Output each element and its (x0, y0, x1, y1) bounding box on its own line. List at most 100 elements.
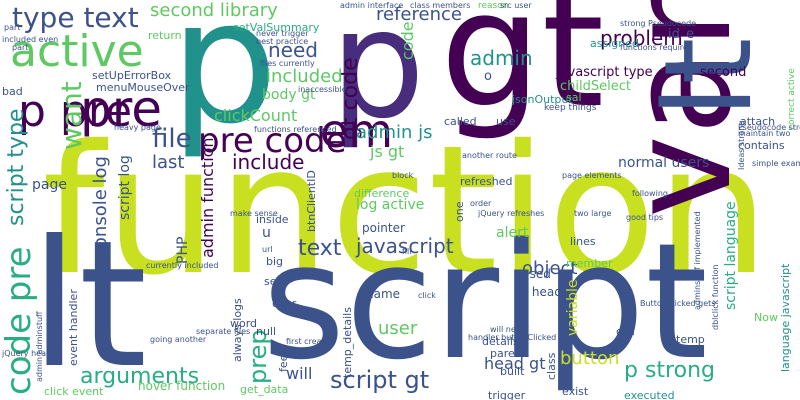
word-code-pre: code pre (0, 246, 39, 395)
word-parent: parent (490, 347, 527, 360)
word-class-members: class members (410, 1, 471, 10)
word-simple-example: simple example (752, 159, 800, 168)
word-strong-pseudocode: strong Pseudocode (620, 19, 697, 28)
word-set: set (264, 275, 281, 288)
word-heavy-page: heavy page (114, 123, 161, 132)
word-will-never: will never (490, 325, 529, 334)
word-p-strong: p strong (624, 358, 715, 383)
word-exist: exist (562, 385, 589, 398)
word-bad: bad (2, 85, 23, 98)
word-separate-files: separate files (196, 327, 251, 336)
word-javascript: javascript (356, 234, 454, 258)
word-script: script (262, 208, 708, 395)
word-arguments: arguments (80, 364, 200, 389)
word-part-2: part (12, 43, 29, 52)
word-click: click (418, 291, 436, 300)
word-php: PHP (175, 236, 191, 264)
word-another-route: another route (462, 151, 517, 160)
word-pointer: pointer (362, 221, 405, 235)
word-problem: problem (600, 26, 683, 50)
word-javascript-type: javascript type (556, 65, 653, 80)
word-get-data: get_data (240, 383, 289, 396)
word-reference: reference (376, 4, 462, 25)
word-jquery-heavy: jQuery heavy (2, 349, 56, 358)
word-included-even: included even (2, 35, 59, 44)
word-script-language: script language (723, 201, 739, 310)
word-going-another: going another (150, 335, 207, 344)
word-need: need (268, 38, 318, 62)
word-refreshed: refreshed (460, 175, 513, 188)
word-lt-head: lt head (520, 285, 562, 299)
word-admin-js: admin js (356, 122, 433, 143)
word-word: word (230, 317, 258, 330)
word-script-log: script log (117, 155, 133, 220)
word-script-gt: script gt (330, 366, 430, 394)
word-adminstuff-implemented: adminstuff implemented (693, 211, 702, 310)
word-buttonclicked-gets: ButtonClicked gets (640, 299, 716, 308)
word-want: want (55, 81, 88, 150)
word-inside: inside (256, 213, 289, 226)
word-click-event: click event (44, 385, 104, 398)
word-p-second: p (330, 0, 426, 152)
word-used: used (522, 267, 551, 281)
word-now: Now (754, 311, 778, 324)
word-lt: lt (30, 204, 148, 400)
word-p-large: p (170, 0, 278, 162)
word-type-text: type text (12, 1, 139, 34)
word-o: o (484, 69, 492, 84)
word-console-log: console log (90, 156, 111, 258)
word-alert: alert (496, 225, 529, 241)
word-assigned: assigned (590, 37, 639, 50)
word-id: id (668, 27, 680, 42)
word-contains: contains (738, 139, 785, 152)
word-gt: gt (440, 0, 605, 143)
word-difference: difference (354, 187, 410, 200)
word-page-elements: page elements (562, 171, 622, 180)
word-normal-users: normal users (618, 155, 710, 171)
word-reason: reason (478, 1, 509, 11)
word-files-currently: files currently (260, 59, 315, 68)
word-jquery-refreshes: jQuery refreshes (478, 209, 545, 218)
word-order: order (470, 199, 492, 208)
word-script-type: script type (4, 108, 29, 226)
word-active: active (10, 26, 144, 77)
word-call: call (616, 325, 635, 338)
word-make-sense: make sense (230, 209, 278, 218)
word-functions-require: functions require (620, 43, 688, 52)
word-pre: pre (80, 80, 162, 138)
word-will: will (286, 364, 313, 383)
word-good-tips: good tips (626, 213, 664, 222)
word-body-gt: body gt (262, 87, 316, 103)
word-functions-referenced: functions referenced (254, 125, 337, 134)
word-return: return (148, 29, 182, 42)
word-include: include (232, 150, 305, 174)
word-built: built (500, 365, 525, 378)
word-never-trigger: never trigger (256, 29, 309, 38)
word-included: included (266, 66, 343, 87)
word-second: second (700, 65, 747, 80)
word-details: details (482, 335, 519, 348)
word-sal: sal (566, 91, 582, 104)
word-code: code (398, 21, 417, 60)
word-block: block (392, 171, 414, 180)
word-src-user: src user (500, 1, 532, 10)
word-member: member (566, 257, 613, 270)
word-lines: lines (570, 235, 596, 248)
word-correct-active: correct active (787, 68, 797, 130)
word-em: em (320, 104, 394, 158)
word-setuperrorbox: setUpErrorBox (92, 69, 172, 82)
word-called: called (444, 115, 477, 128)
word-inaccessible: inaccessible (298, 85, 347, 94)
word-fill: fill (402, 247, 412, 256)
word-keep-things: keep things (544, 103, 597, 113)
word-js-gt: js gt (370, 142, 405, 161)
word-page: page (32, 177, 67, 193)
word-attach: attach (740, 115, 776, 128)
word-feel: feel (277, 351, 290, 372)
word-pseudocode-strong: Pseudocode strong (738, 123, 800, 132)
word-hover-function: hover function (138, 379, 226, 393)
word-big: big (266, 255, 284, 268)
word-menumouseover: menuMouseOver (96, 81, 190, 94)
word-trigger: trigger (488, 389, 526, 400)
